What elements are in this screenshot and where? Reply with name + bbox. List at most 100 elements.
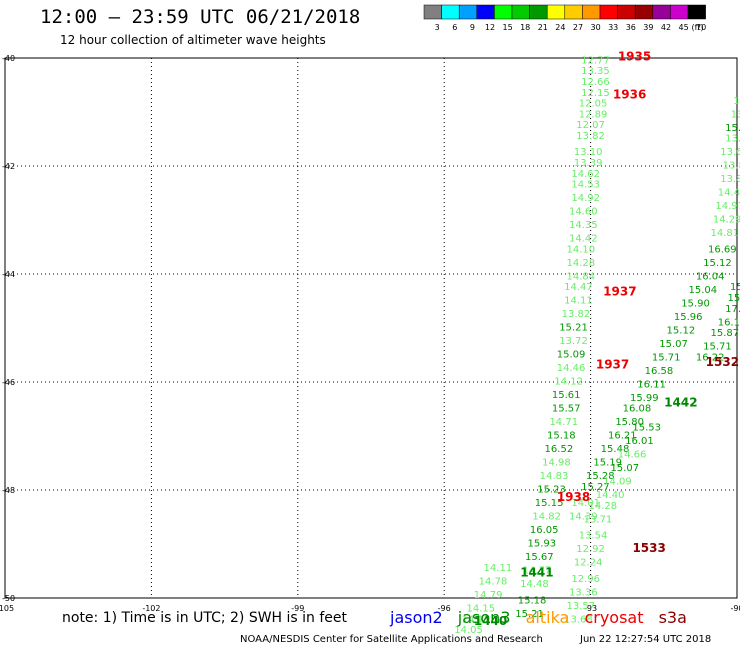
pass-time-label: 1441	[520, 565, 553, 579]
swh-value-label: 15.80	[728, 293, 740, 304]
swh-value-label: 14.12	[554, 377, 583, 388]
colorbar-swatch	[529, 4, 548, 20]
swh-value-label: 14.0	[733, 96, 740, 107]
pass-time-label: 1937	[603, 285, 636, 299]
colorbar-swatch	[458, 4, 478, 20]
colorbar-label: 42	[661, 23, 671, 32]
swh-value-label: 16.52	[545, 444, 574, 455]
swh-value-label: 13.80	[723, 161, 740, 172]
pass-time-label: 1937	[596, 358, 629, 372]
colorbar-swatch	[494, 4, 513, 20]
colorbar-label: 30	[591, 23, 601, 32]
swh-value-label: 15.21	[515, 609, 544, 620]
swh-value-label: 14.35	[569, 220, 598, 231]
colorbar-swatch	[546, 4, 566, 20]
swh-value-label: 15.71	[703, 342, 732, 353]
swh-value-label: 15.28	[586, 471, 615, 482]
swh-value-label: 14.40	[596, 490, 625, 501]
swh-value-label: 14.92	[571, 193, 600, 204]
footer-timestamp: Jun 22 12:27:54 UTC 2018	[580, 634, 712, 645]
legend-cryosat: cryosat	[584, 608, 644, 627]
swh-value-label: 14.11	[564, 296, 593, 307]
swh-value-label: 15.99	[630, 393, 659, 404]
swh-value-label: 15.96	[674, 312, 703, 323]
swh-value-label: 13.68	[564, 614, 593, 625]
swh-value-label: 14.39	[569, 512, 598, 523]
swh-value-label: 16.14	[718, 317, 740, 328]
swh-value-label: 12.89	[579, 109, 608, 120]
chart-subtitle: 12 hour collection of altimeter wave hei…	[60, 33, 326, 47]
colorbar-label: 24	[555, 23, 565, 32]
swh-value-label: 15.15	[535, 498, 564, 509]
swh-value-label: 14.60	[569, 207, 598, 218]
swh-value-label: 12.15	[581, 88, 610, 99]
colorbar-swatch	[634, 4, 654, 20]
chart-title: 12:00 — 23:59 UTC 06/21/2018	[40, 6, 361, 28]
swh-value-label: 14.11	[484, 563, 513, 574]
swh-value-label: 15.93	[527, 539, 556, 550]
swh-value-label: 14.48	[520, 579, 549, 590]
legend-altika: altika	[525, 608, 570, 627]
colorbar-swatch	[441, 4, 460, 20]
swh-value-label: 15.09	[557, 350, 586, 361]
swh-value-label: 13.35	[581, 66, 610, 77]
x-tick-label: -99	[291, 604, 304, 613]
pass-time-label: 1935	[618, 50, 651, 64]
satellite-legend: jason2 jason3 altika cryosat s3a	[390, 608, 697, 627]
colorbar-swatch	[564, 4, 583, 20]
swh-value-label: 12.92	[576, 544, 605, 555]
swh-value-label: 14.98	[542, 458, 571, 469]
swh-value-label: 14.09	[603, 477, 632, 488]
y-tick-label: -50	[2, 594, 15, 603]
colorbar-label: 70	[696, 23, 706, 32]
colorbar-swatch	[599, 4, 618, 20]
swh-value-label: 13.95	[725, 134, 740, 145]
colorbar-label: 33	[608, 23, 618, 32]
swh-value-label: 15.90	[681, 298, 710, 309]
swh-value-label: 15.89	[730, 282, 740, 293]
x-tick-label: -96	[438, 604, 451, 613]
x-tick-label: -90	[730, 604, 740, 613]
y-tick-label: -46	[2, 378, 15, 387]
swh-value-label: 14.46	[557, 363, 586, 374]
pass-time-label: 1533	[632, 541, 665, 555]
swh-value-label: 15.07	[659, 339, 688, 350]
y-tick-label: -42	[2, 162, 15, 171]
pass-time-label: 1532	[706, 355, 739, 369]
swh-value-label: 14.29	[713, 215, 740, 226]
pass-time-label: 1442	[664, 395, 697, 409]
note-text: note: 1) Time is in UTC; 2) SWH is in fe…	[62, 610, 348, 626]
swh-value-label: 14.97	[715, 201, 740, 212]
colorbar-label: 18	[520, 23, 530, 32]
swh-value-label: 12.96	[571, 574, 600, 585]
colorbar-swatch	[582, 4, 601, 20]
swh-value-label: 12.05	[579, 99, 608, 110]
swh-value-label: 12.77	[581, 55, 610, 66]
swh-value-label: 15.53	[632, 423, 661, 434]
colorbar-swatch	[687, 4, 706, 20]
swh-value-label: 14.01	[571, 498, 600, 509]
swh-value-label: 13.57	[567, 601, 596, 612]
swh-value-label: 14.42	[569, 234, 598, 245]
x-tick-label: -102	[142, 604, 160, 613]
swh-value-label: 16.05	[530, 525, 559, 536]
swh-value-label: 14.83	[540, 471, 569, 482]
plot-frame	[4, 57, 738, 599]
colorbar-label: 39	[643, 23, 653, 32]
swh-value-label: 14.82	[532, 512, 561, 523]
colorbar-label: 6	[452, 23, 457, 32]
swh-value-label: 15.32	[725, 123, 740, 134]
swh-value-label: 16.08	[623, 404, 652, 415]
colorbar-swatch	[670, 4, 689, 20]
swh-value-label: 16.01	[625, 436, 654, 447]
colorbar-label: 36	[626, 23, 636, 32]
swh-value-label: 16.69	[708, 244, 737, 255]
swh-value-label: 13.82	[562, 309, 591, 320]
colorbar-label: 45	[679, 23, 689, 32]
swh-value-label: 16.58	[645, 366, 674, 377]
y-tick-label: -48	[2, 486, 15, 495]
swh-value-label: 13.72	[559, 336, 588, 347]
swh-value-label: 12.07	[576, 120, 605, 131]
swh-value-label: 15.07	[610, 463, 639, 474]
swh-value-label: 15.71	[652, 352, 681, 363]
